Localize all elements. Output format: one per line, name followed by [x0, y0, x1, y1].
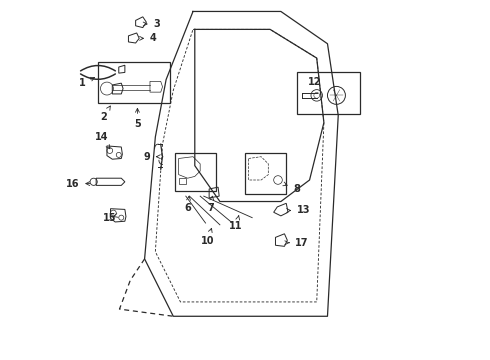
Bar	[98, 62, 170, 103]
Text: 8: 8	[283, 182, 300, 194]
Bar	[175, 153, 216, 191]
Bar	[297, 72, 360, 114]
Text: 11: 11	[229, 216, 243, 231]
Text: 17: 17	[285, 238, 309, 248]
Text: 1: 1	[79, 77, 95, 88]
Text: 16: 16	[66, 179, 90, 189]
Text: 12: 12	[308, 77, 321, 87]
Bar	[245, 153, 286, 194]
Text: 7: 7	[208, 196, 214, 213]
Text: 9: 9	[143, 152, 160, 162]
Text: 15: 15	[103, 213, 118, 222]
Text: 3: 3	[143, 19, 160, 29]
Text: 2: 2	[100, 106, 110, 122]
Text: 6: 6	[184, 196, 191, 213]
Text: 10: 10	[200, 228, 214, 246]
Text: 4: 4	[140, 33, 157, 43]
Text: 5: 5	[134, 108, 141, 129]
Text: 13: 13	[287, 206, 311, 216]
Text: 14: 14	[95, 132, 110, 149]
